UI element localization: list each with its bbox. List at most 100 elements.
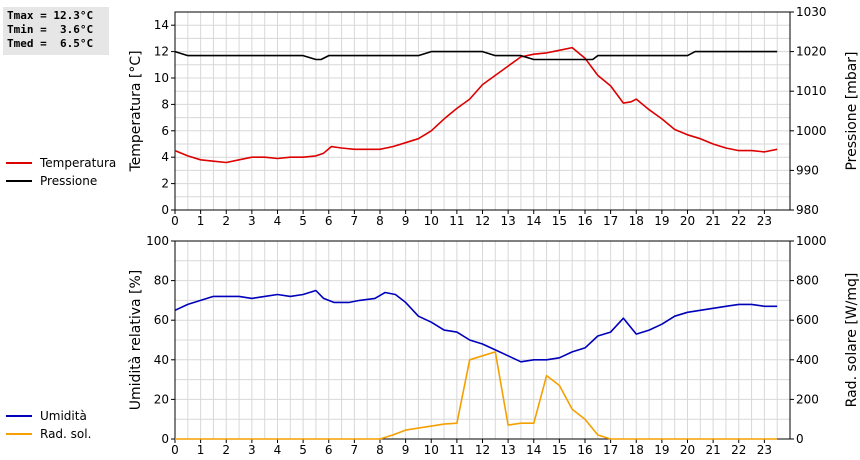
y-tick-label: 0 <box>161 203 169 217</box>
y-tick-label: 0 <box>161 432 169 446</box>
x-tick-label: 6 <box>325 443 333 457</box>
x-tick-label: 11 <box>449 443 464 457</box>
x-tick-label: 23 <box>757 443 772 457</box>
x-tick-label: 2 <box>222 443 230 457</box>
y-tick-label: 14 <box>154 18 169 32</box>
x-tick-label: 17 <box>603 443 618 457</box>
series-line-pressione <box>174 50 778 61</box>
x-tick-label: 20 <box>680 214 695 228</box>
x-tick-label: 1 <box>197 443 205 457</box>
y-tick-label: 60 <box>154 313 169 327</box>
x-tick-label: 8 <box>376 214 384 228</box>
legend-label-temperature: Temperatura <box>40 156 117 170</box>
x-tick-label: 15 <box>552 214 567 228</box>
tmed-stat: Tmed = 6.5°C <box>7 37 94 50</box>
x-tick-label: 15 <box>552 443 567 457</box>
x-tick-label: 0 <box>171 214 179 228</box>
x-tick-label: 14 <box>526 443 541 457</box>
y2-tick-label: 200 <box>796 392 819 406</box>
x-tick-label: 12 <box>475 214 490 228</box>
y-tick-label: 40 <box>154 353 169 367</box>
x-tick-label: 19 <box>654 214 669 228</box>
tmax-stat: Tmax = 12.3°C <box>7 9 94 22</box>
y2-tick-label: 1020 <box>796 45 827 59</box>
bottom-chart-legend: Umidità Rad. sol. <box>6 407 91 443</box>
x-tick-label: 6 <box>325 214 333 228</box>
y-tick-label: 4 <box>161 150 169 164</box>
x-tick-label: 9 <box>402 214 410 228</box>
series-line-temperatura <box>174 46 778 164</box>
y-tick-label: 20 <box>154 392 169 406</box>
stats-box: Tmax = 12.3°C Tmin = 3.6°C Tmed = 6.5°C <box>3 7 109 55</box>
y-axis-label: Umidità relativa [%] <box>128 270 144 411</box>
x-tick-label: 21 <box>705 214 720 228</box>
y2-tick-label: 800 <box>796 274 819 288</box>
x-tick-label: 16 <box>577 443 592 457</box>
temperature-swatch <box>6 162 32 164</box>
x-tick-label: 12 <box>475 443 490 457</box>
y2-tick-label: 990 <box>796 163 819 177</box>
legend-label-pressure: Pressione <box>40 174 98 188</box>
x-tick-label: 0 <box>171 443 179 457</box>
top-chart-legend: Temperatura Pressione <box>6 154 116 190</box>
legend-item-radiation: Rad. sol. <box>6 425 91 443</box>
x-tick-label: 4 <box>274 443 282 457</box>
pressure-swatch <box>6 180 32 182</box>
x-tick-label: 10 <box>424 214 439 228</box>
y2-tick-label: 1000 <box>796 124 827 138</box>
y2-axis-label: Pressione [mbar] <box>844 51 860 170</box>
y-tick-label: 12 <box>154 45 169 59</box>
y-tick-label: 2 <box>161 177 169 191</box>
x-tick-label: 23 <box>757 214 772 228</box>
y-axis-label: Temperatura [°C] <box>128 50 144 172</box>
x-tick-label: 3 <box>248 443 256 457</box>
x-tick-label: 5 <box>299 214 307 228</box>
x-tick-label: 14 <box>526 214 541 228</box>
x-tick-label: 13 <box>500 443 515 457</box>
y2-tick-label: 0 <box>796 432 804 446</box>
y-tick-label: 6 <box>161 124 169 138</box>
y2-tick-label: 600 <box>796 313 819 327</box>
x-tick-label: 22 <box>731 443 746 457</box>
y-tick-label: 8 <box>161 97 169 111</box>
radiation-swatch <box>6 433 32 435</box>
y-tick-label: 80 <box>154 274 169 288</box>
x-tick-label: 1 <box>197 214 205 228</box>
x-tick-label: 2 <box>222 214 230 228</box>
y-tick-label: 100 <box>146 234 169 248</box>
y2-tick-label: 1000 <box>796 234 827 248</box>
series-line-rad-sol <box>175 351 778 440</box>
x-tick-label: 7 <box>351 443 359 457</box>
legend-item-pressure: Pressione <box>6 172 116 190</box>
x-tick-label: 7 <box>351 214 359 228</box>
tmin-stat: Tmin = 3.6°C <box>7 23 94 36</box>
x-tick-label: 16 <box>577 214 592 228</box>
x-tick-label: 3 <box>248 214 256 228</box>
x-tick-label: 19 <box>654 443 669 457</box>
y2-tick-label: 1010 <box>796 84 827 98</box>
y2-axis-label: Rad. solare [W/mq] <box>844 273 860 408</box>
y-tick-label: 10 <box>154 71 169 85</box>
legend-label-humidity: Umidità <box>40 409 87 423</box>
x-tick-label: 9 <box>402 443 410 457</box>
y2-tick-label: 980 <box>796 203 819 217</box>
series-line-umidit <box>174 289 778 363</box>
x-tick-label: 13 <box>500 214 515 228</box>
y2-tick-label: 1030 <box>796 5 827 19</box>
legend-item-humidity: Umidità <box>6 407 91 425</box>
bottom-chart: 0 1 2 3 4 5 6 7 8 9 10 11 12 13 14 15 16 17 18 19 20 21 22 2302… <box>128 234 860 457</box>
x-tick-label: 8 <box>376 443 384 457</box>
x-tick-label: 11 <box>449 214 464 228</box>
x-tick-label: 22 <box>731 214 746 228</box>
y2-tick-label: 400 <box>796 353 819 367</box>
x-tick-label: 18 <box>629 214 644 228</box>
humidity-swatch <box>6 415 32 417</box>
x-tick-label: 10 <box>424 443 439 457</box>
x-tick-label: 5 <box>299 443 307 457</box>
x-tick-label: 4 <box>274 214 282 228</box>
legend-item-temperature: Temperatura <box>6 154 116 172</box>
x-tick-label: 18 <box>629 443 644 457</box>
legend-label-radiation: Rad. sol. <box>40 427 92 441</box>
x-tick-label: 21 <box>705 443 720 457</box>
